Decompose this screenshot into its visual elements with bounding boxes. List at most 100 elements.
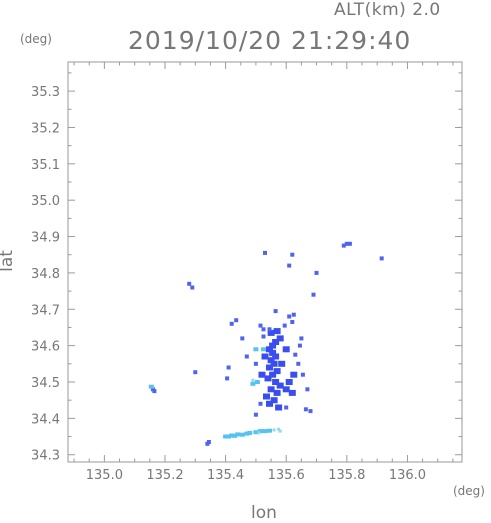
echo-cell-mid [240,336,245,341]
echo-cell-strong [266,346,273,353]
echo-cell-strong [272,353,280,360]
echo-cell-faint [257,431,261,435]
x-tick-label: 135.0 [86,468,123,483]
echo-cell-weak [223,434,229,439]
echo-cell-weak [226,434,232,439]
x-axis-unit: (deg) [453,484,485,498]
echo-cell-mid [258,401,263,406]
echo-cell-mid [314,270,319,275]
y-tick-label: 34.8 [31,267,60,282]
echo-cell-mid [284,405,289,410]
echo-cell-mid [273,309,278,314]
echo-cell-mid [187,281,192,286]
echo-cell-mid [253,412,258,417]
echo-cell-faint [277,427,281,431]
echo-cell-strong [290,371,298,378]
echo-cell-weak [239,432,245,437]
echo-cell-strong [261,353,269,360]
echo-cell-mid [297,343,302,348]
echo-cell-weak [235,432,241,437]
echo-cell-mid [287,314,292,319]
y-tick-label: 35.3 [31,85,60,100]
echo-cell-mid [282,323,287,328]
echo-cell-strong [282,346,290,353]
echo-cell-weak [244,431,250,436]
echo-cell-weak [254,380,260,384]
altitude-label: ALT(km) 2.0 [334,0,441,20]
echo-cell-strong [270,397,278,404]
echo-cell-strong [273,389,281,396]
echo-cell-weak [262,429,268,434]
x-tick-label: 135.4 [207,468,244,483]
y-tick-label: 34.6 [31,340,60,355]
echo-cell-mid [300,372,305,377]
echo-cell-strong [266,364,273,371]
echo-cell-strong [275,404,283,411]
axis-ticks: 135.0 135.2 135.4 135.6 135.8 136.0 34.3 34.4 34… [31,62,462,483]
echo-cell-faint [278,429,282,433]
echo-cell-weak [148,384,154,389]
echo-cell-strong [276,382,284,389]
echo-cell-strong [272,379,280,385]
echo-cell-mid [290,252,295,257]
x-tick-label: 136.0 [389,468,426,483]
y-tick-label: 35.0 [31,194,60,209]
echo-cell-mid [305,387,310,392]
echo-cell-strong [266,400,273,407]
echo-cell-strong [258,371,266,378]
echo-cell-strong [285,379,293,385]
echo-cell-mid [267,327,272,332]
echo-cell-mid [308,409,313,414]
echo-cell-weak [267,428,272,433]
x-tick-label: 135.2 [146,468,183,483]
echo-cell-mid [347,241,352,246]
echo-cell-mid [261,334,266,339]
echo-cell-mid [299,336,304,341]
echo-cell-mid [258,323,263,328]
timestamp-title: 2019/10/20 21:29:40 [128,26,412,55]
y-tick-label: 34.9 [31,231,60,246]
y-axis-unit: (deg) [20,32,52,46]
echo-cell-mid [206,440,211,444]
echo-cell-weak [261,347,266,352]
echo-cell-weak [250,381,256,386]
y-tick-label: 35.2 [31,121,60,136]
echo-cell-strong [267,329,275,336]
echo-cell-weak [247,430,253,435]
echo-cell-strong [273,368,281,375]
echo-cell-strong [278,360,286,367]
echo-cell-strong [288,389,296,396]
y-tick-label: 35.1 [31,158,60,173]
echo-cell-faint [251,378,255,382]
echo-cell-strong [267,357,275,364]
y-tick-label: 34.7 [31,303,60,318]
echo-cell-faint [272,428,276,432]
y-tick-label: 34.5 [31,376,60,391]
echo-cell-mid [311,292,316,297]
echo-cell-weak [229,433,235,438]
echo-cell-mid [263,250,267,255]
echo-cell-weak [253,347,259,352]
echo-cell-strong [272,339,280,345]
echo-cell-mid [229,321,234,326]
echo-cell-strong [282,386,290,393]
echo-cell-mid [341,243,346,248]
y-tick-label: 34.3 [31,449,60,464]
echo-cell-mid [152,389,157,394]
y-tick-label: 34.4 [31,412,60,427]
echo-cell-mid [379,256,384,261]
echo-cell-mid [303,407,308,412]
echo-cells [148,241,384,446]
x-tick-label: 135.6 [268,468,305,483]
echo-cell-mid [261,327,266,332]
echo-cell-mid [225,376,230,381]
echo-cell-strong [267,386,275,393]
echo-cell-weak [258,429,263,434]
echo-cell-mid [226,365,231,370]
echo-cell-mid [291,312,296,317]
echo-cell-strong [270,360,278,367]
echo-cell-strong [276,335,284,342]
echo-cell-mid [287,263,292,268]
echo-cell-mid [193,370,198,375]
